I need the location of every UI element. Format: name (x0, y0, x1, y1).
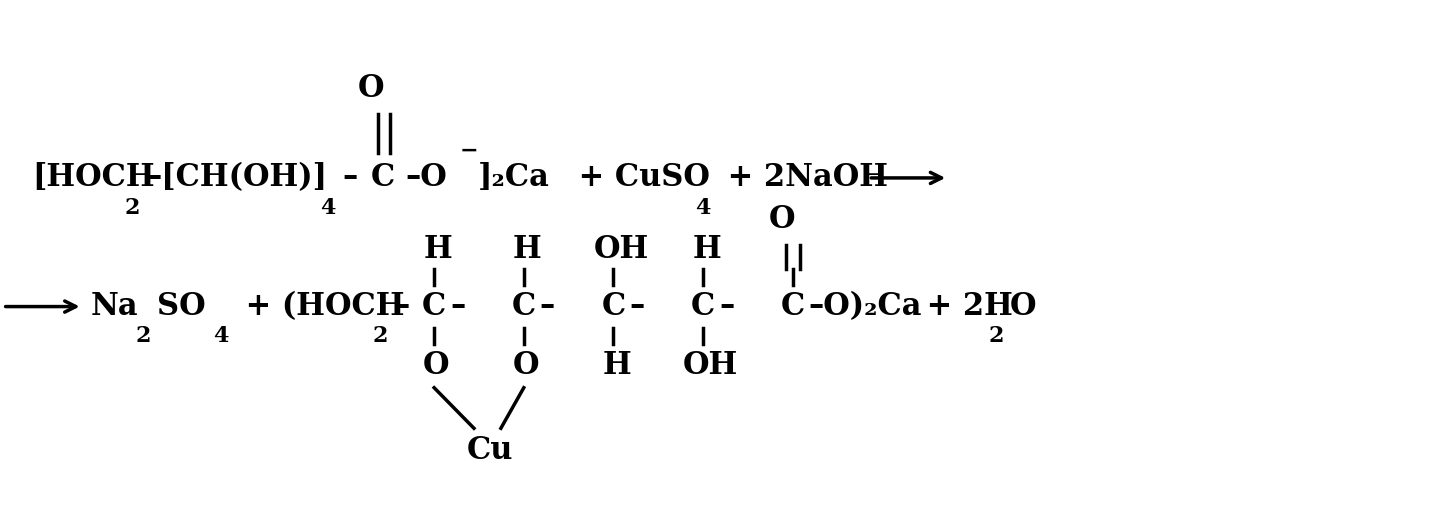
Text: + 2H: + 2H (916, 291, 1013, 322)
Text: 2: 2 (124, 197, 140, 219)
Text: + CuSO: + CuSO (568, 162, 709, 194)
Text: SO: SO (157, 291, 205, 322)
Text: C: C (513, 291, 536, 322)
Text: ]₂Ca: ]₂Ca (478, 162, 550, 194)
Text: O: O (769, 204, 795, 235)
Text: –: – (342, 162, 358, 194)
Text: 2: 2 (989, 325, 1003, 347)
Text: OH: OH (683, 351, 738, 381)
Text: –[CH(OH)]: –[CH(OH)] (146, 162, 328, 194)
Text: −: − (460, 139, 479, 161)
Text: + 2NaOH: + 2NaOH (716, 162, 888, 194)
Text: 4: 4 (695, 197, 711, 219)
Text: [HOCH: [HOCH (32, 162, 156, 194)
Text: C: C (692, 291, 715, 322)
Text: O: O (424, 351, 450, 381)
Text: O: O (358, 73, 384, 104)
Text: C: C (422, 291, 447, 322)
Text: C: C (601, 291, 626, 322)
Text: –: – (395, 291, 409, 322)
Text: Na: Na (90, 291, 138, 322)
Text: H: H (603, 351, 632, 381)
Text: –O)₂Ca: –O)₂Ca (808, 291, 922, 322)
Text: Cu: Cu (467, 435, 514, 466)
Text: H: H (692, 234, 721, 265)
Text: + (HOCH: + (HOCH (234, 291, 405, 322)
Text: OH: OH (594, 234, 649, 265)
Text: –O: –O (405, 162, 447, 194)
Text: H: H (513, 234, 542, 265)
Text: –: – (719, 291, 734, 322)
Text: 4: 4 (320, 197, 336, 219)
Text: C: C (370, 162, 395, 194)
Text: 4: 4 (213, 325, 229, 347)
Text: –: – (450, 291, 466, 322)
Text: O: O (513, 351, 539, 381)
Text: –: – (629, 291, 645, 322)
Text: 2: 2 (135, 325, 151, 347)
Text: C: C (780, 291, 805, 322)
Text: –: – (540, 291, 555, 322)
Text: O: O (1010, 291, 1037, 322)
Bar (776, 326, 826, 371)
Text: 2: 2 (373, 325, 387, 347)
Text: H: H (424, 234, 451, 265)
